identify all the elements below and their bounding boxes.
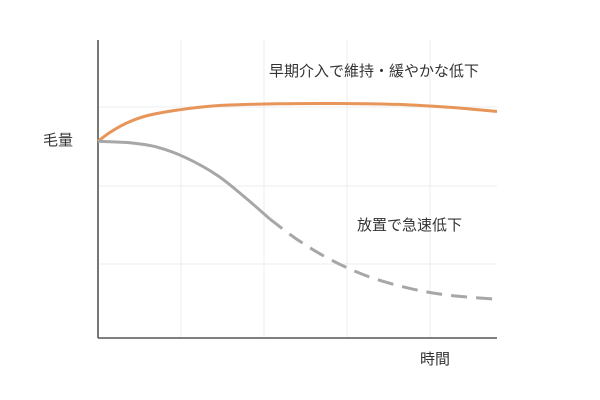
series-1-line-dashed: [268, 217, 498, 301]
x-axis-label: 時間: [420, 350, 450, 368]
series-1-line-solid: [97, 139, 271, 220]
grid: [98, 40, 497, 338]
y-axis-label: 毛量: [43, 131, 73, 149]
series-label-early-intervention: 早期介入で維持・緩やかな低下: [269, 62, 479, 80]
series-0-line: [97, 101, 498, 143]
axes: [97, 40, 497, 339]
series-layer: [97, 101, 498, 301]
series-label-neglect: 放置で急速低下: [357, 216, 462, 234]
